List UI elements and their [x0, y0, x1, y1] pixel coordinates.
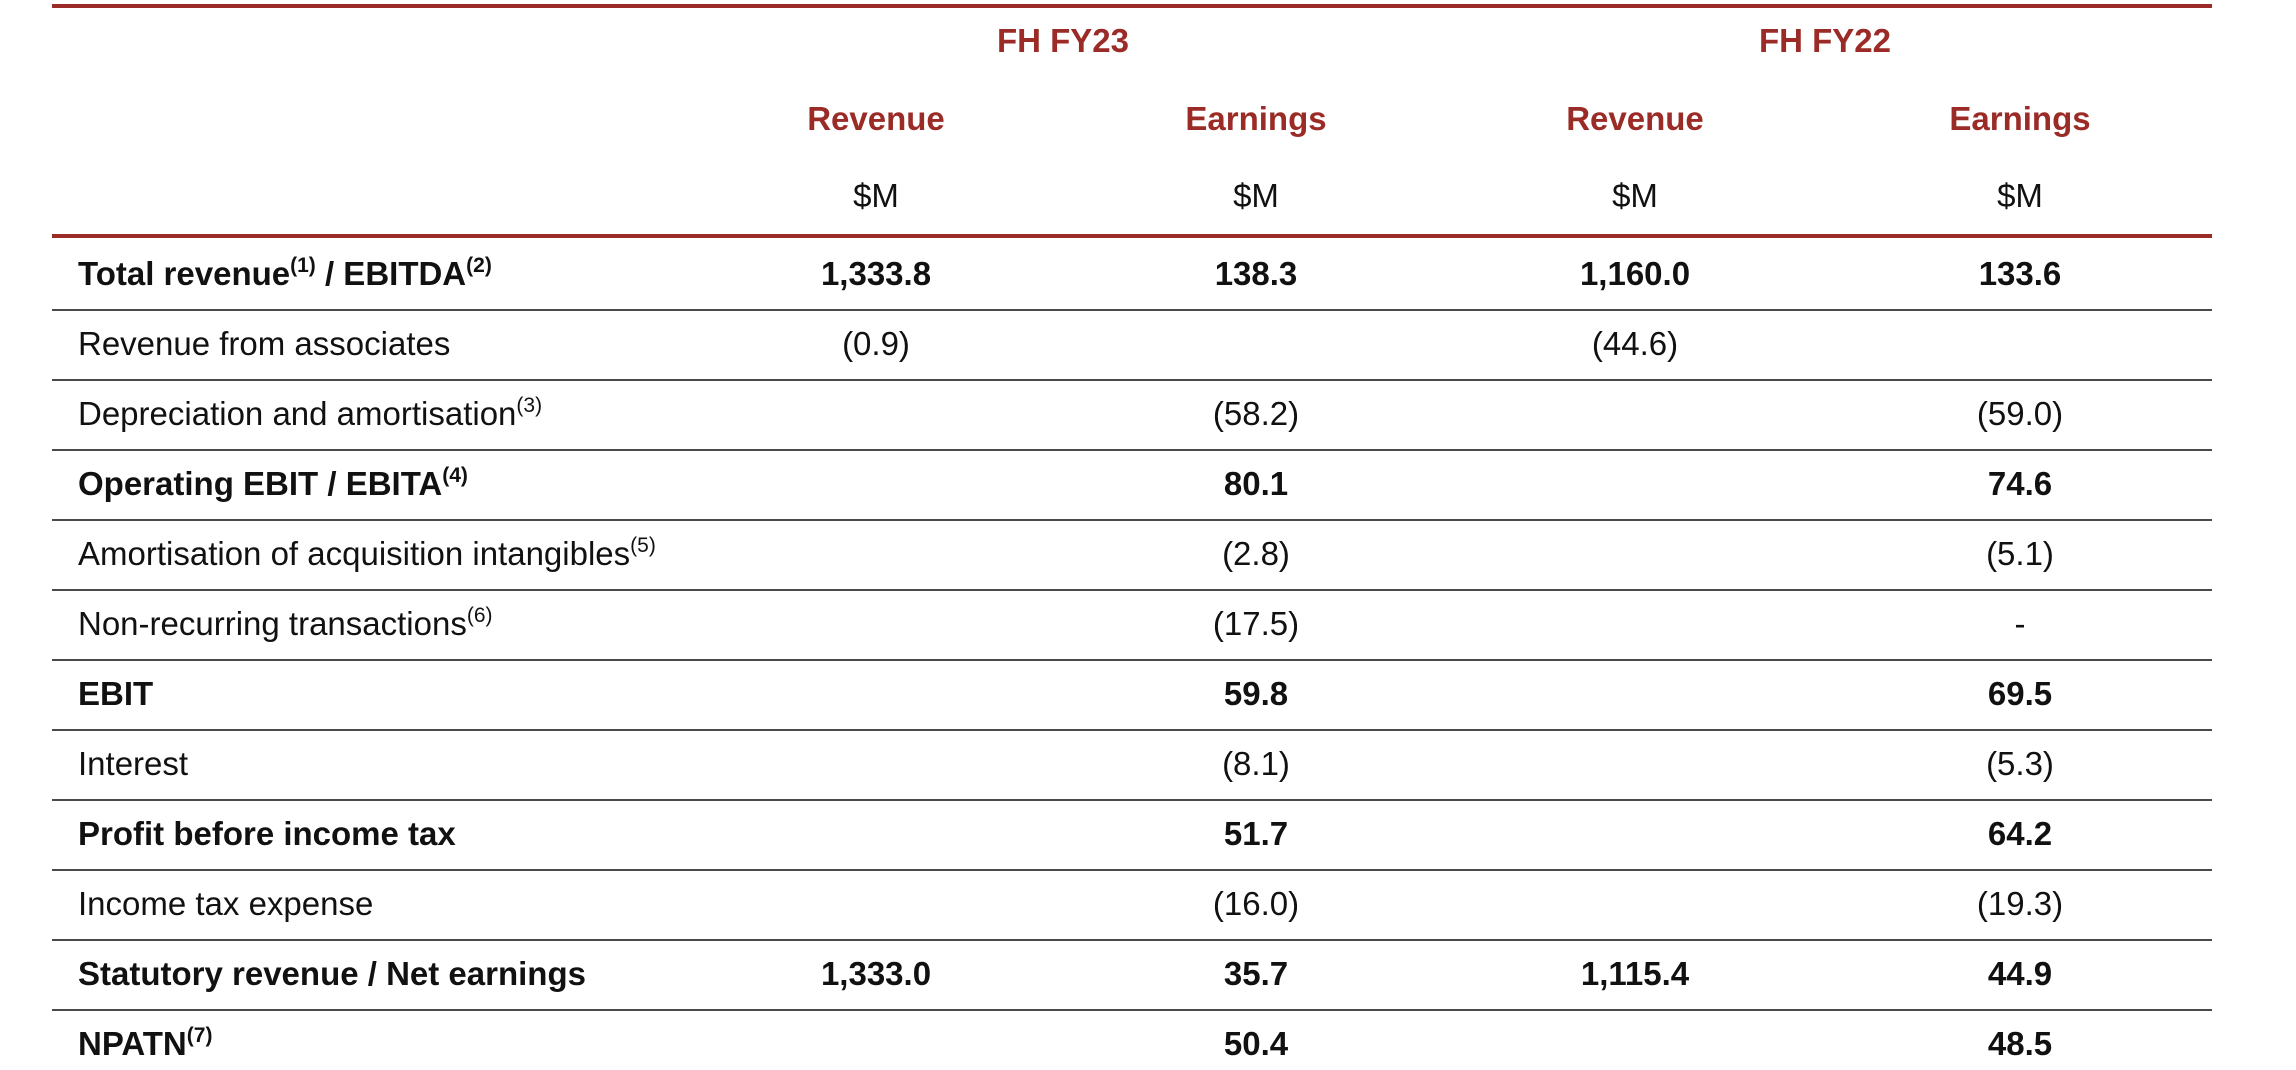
row-label-text: Interest: [78, 745, 189, 782]
row-label-text: Operating EBIT / EBITA: [78, 465, 443, 502]
row-label-text: NPATN: [78, 1025, 187, 1062]
row-label-text: Non-recurring transactions: [78, 605, 467, 642]
cell-earnings-fy23: (58.2): [1212, 395, 1300, 432]
cell-revenue-fy22: (44.6): [1591, 325, 1679, 362]
cell-earnings-fy22: 74.6: [1987, 465, 2053, 502]
header-rule: [52, 234, 2212, 238]
cell-earnings-fy22: (5.1): [1986, 535, 2054, 572]
cell-revenue-fy22: 1,160.0: [1579, 255, 1691, 292]
row-divider: [52, 379, 2212, 381]
row-divider: [52, 449, 2212, 451]
row-label-text: Amortisation of acquisition intangibles: [78, 535, 631, 572]
cell-earnings-fy22: 64.2: [1987, 815, 2053, 852]
cell-earnings-fy23: (2.8): [1222, 535, 1290, 572]
column-header-revenue-fy22: Revenue: [1566, 100, 1704, 137]
cell-earnings-fy22: -: [2014, 605, 2026, 642]
footnote-marker: (7): [186, 1024, 213, 1047]
row-divider: [52, 659, 2212, 661]
row-label: Amortisation of acquisition intangibles(…: [78, 534, 656, 574]
row-divider: [52, 519, 2212, 521]
cell-revenue-fy23: 1,333.0: [820, 955, 932, 992]
column-header-earnings-fy22: Earnings: [1949, 100, 2091, 137]
cell-earnings-fy22: (19.3): [1976, 885, 2064, 922]
row-label-text: Income tax expense: [78, 885, 374, 922]
column-header-revenue-fy23: Revenue: [807, 100, 945, 137]
row-divider: [52, 869, 2212, 871]
cell-earnings-fy22: (5.3): [1986, 745, 2054, 782]
row-label: Total revenue(1) / EBITDA(2): [78, 254, 492, 294]
row-divider: [52, 939, 2212, 941]
footnote-marker: (6): [466, 604, 493, 627]
period-header-fy23: FH FY23: [996, 22, 1130, 59]
row-label: Interest: [78, 744, 188, 784]
unit-label-earnings-fy23: $M: [1233, 177, 1279, 214]
footnote-marker: (3): [516, 394, 543, 417]
row-divider: [52, 1009, 2212, 1011]
row-divider: [52, 589, 2212, 591]
cell-earnings-fy23: 35.7: [1223, 955, 1289, 992]
row-label: Statutory revenue / Net earnings: [78, 954, 586, 994]
row-label: Profit before income tax: [78, 814, 456, 854]
row-label: Revenue from associates: [78, 324, 450, 364]
cell-earnings-fy23: 138.3: [1214, 255, 1298, 292]
row-label: EBIT: [78, 674, 153, 714]
footnote-marker: (5): [630, 534, 656, 557]
cell-revenue-fy22: 1,115.4: [1580, 955, 1690, 992]
row-label-text: Total revenue: [78, 255, 291, 292]
row-divider: [52, 729, 2212, 731]
cell-revenue-fy23: 1,333.8: [820, 255, 932, 292]
footnote-marker: (4): [442, 464, 468, 487]
row-label: NPATN(7): [78, 1024, 212, 1064]
row-label-text: EBIT: [78, 675, 154, 712]
cell-earnings-fy22: (59.0): [1976, 395, 2064, 432]
cell-earnings-fy23: 80.1: [1223, 465, 1289, 502]
unit-label-revenue-fy23: $M: [853, 177, 899, 214]
footnote-marker: (2): [466, 254, 492, 277]
cell-earnings-fy22: 48.5: [1987, 1025, 2053, 1062]
cell-earnings-fy23: 59.8: [1223, 675, 1289, 712]
row-label-text: / EBITDA: [315, 255, 467, 292]
cell-earnings-fy22: 69.5: [1987, 675, 2053, 712]
row-label: Depreciation and amortisation(3): [78, 394, 542, 434]
cell-earnings-fy22: 44.9: [1987, 955, 2053, 992]
cell-earnings-fy23: (17.5): [1212, 605, 1300, 642]
row-label-text: Statutory revenue / Net earnings: [78, 955, 586, 992]
unit-label-revenue-fy22: $M: [1612, 177, 1658, 214]
row-label: Non-recurring transactions(6): [78, 604, 493, 644]
cell-earnings-fy23: 50.4: [1223, 1025, 1289, 1062]
column-header-earnings-fy23: Earnings: [1185, 100, 1327, 137]
row-divider: [52, 799, 2212, 801]
row-label: Income tax expense: [78, 884, 373, 924]
row-label: Operating EBIT / EBITA(4): [78, 464, 468, 504]
row-label-text: Revenue from associates: [78, 325, 451, 362]
cell-earnings-fy22: 133.6: [1978, 255, 2062, 292]
row-label-text: Depreciation and amortisation: [78, 395, 517, 432]
cell-earnings-fy23: (16.0): [1212, 885, 1300, 922]
period-header-fy22: FH FY22: [1758, 22, 1892, 59]
cell-earnings-fy23: (8.1): [1222, 745, 1290, 782]
cell-revenue-fy23: (0.9): [842, 325, 910, 362]
unit-label-earnings-fy22: $M: [1997, 177, 2043, 214]
row-label-text: Profit before income tax: [78, 815, 456, 852]
top-rule: [52, 4, 2212, 8]
row-divider: [52, 309, 2212, 311]
cell-earnings-fy23: 51.7: [1223, 815, 1289, 852]
footnote-marker: (1): [290, 254, 316, 277]
